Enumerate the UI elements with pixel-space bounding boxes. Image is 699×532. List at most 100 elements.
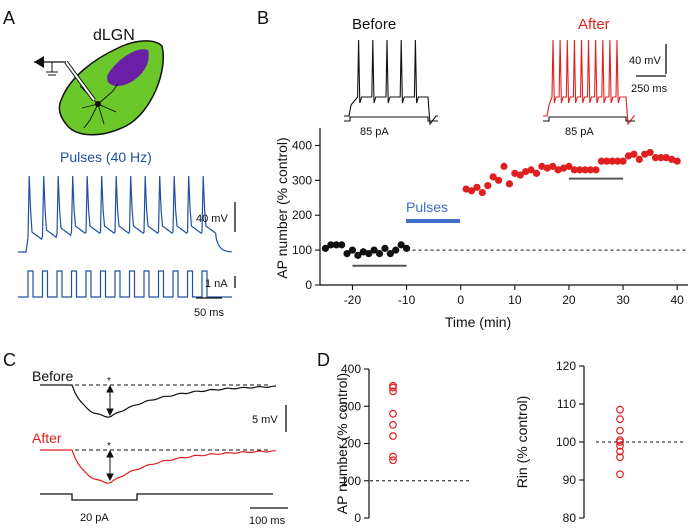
timecourse-point-before: [354, 251, 362, 259]
timecourse-point-after: [467, 187, 476, 195]
timecourse-y-tick-label: 0: [305, 278, 312, 292]
ap_number-point: [389, 387, 397, 396]
timecourse-point-after: [473, 183, 481, 191]
ap_number-y-tick-label: 300: [341, 399, 361, 413]
timecourse-point-after: [511, 169, 519, 177]
timecourse-point-after: [543, 164, 551, 172]
ap_number-point: [389, 383, 397, 392]
ap_number-y-label: AP number (% control): [334, 373, 350, 514]
rin-y-tick-label: 110: [557, 397, 576, 411]
c-current-step: [40, 493, 273, 501]
ap_number-y-tick-label: 400: [341, 362, 361, 376]
ap_number-point: [389, 452, 397, 461]
ap_number-y-tick-label: 100: [341, 474, 361, 488]
rin-point: [616, 438, 624, 446]
c-after-asterisk: *: [107, 441, 111, 452]
b-voltage-scale-label: 40 mV: [629, 55, 661, 67]
ap_number-point: [389, 456, 397, 465]
rin-y-tick-label: 80: [563, 511, 577, 525]
pulses-40hz-label: Pulses (40 Hz): [60, 149, 152, 165]
rin-point: [616, 415, 624, 424]
timecourse-y-tick-label: 300: [292, 173, 312, 187]
timecourse-point-after: [576, 166, 584, 174]
panel-b-letter: B: [257, 8, 269, 28]
c-after-label: After: [32, 430, 62, 446]
after-voltage-trace: [543, 39, 635, 126]
timecourse-point-after: [532, 169, 541, 177]
ap_number-point: [389, 420, 397, 429]
timecourse-point-after: [624, 152, 633, 160]
timecourse-y-label: AP number (% control): [274, 137, 290, 278]
timecourse-point-after: [489, 173, 497, 181]
timecourse-point-before: [386, 250, 394, 258]
b-before-label: Before: [352, 16, 396, 33]
rin-point: [616, 405, 624, 414]
pulses-bar-label: Pulses: [406, 199, 448, 215]
c-time-scale-label: 100 ms: [249, 515, 286, 527]
b-before-current-label: 85 pA: [360, 126, 389, 138]
timecourse-point-after: [635, 155, 643, 163]
before-current-step: [344, 116, 438, 122]
b-after-label: After: [578, 16, 610, 33]
timecourse-point-before: [321, 244, 330, 252]
rin-point: [616, 426, 624, 435]
timecourse-x-tick-label: -20: [344, 293, 362, 307]
ap_number-point: [389, 409, 397, 418]
pulse-train-voltage-trace: [18, 175, 233, 253]
timecourse-point-before: [375, 250, 384, 258]
a-time-scale-label: 50 ms: [194, 307, 224, 319]
timecourse-x-tick-label: 10: [508, 293, 522, 307]
timecourse-point-before: [392, 246, 400, 254]
timecourse-point-after: [597, 157, 606, 165]
rin-point: [616, 441, 624, 450]
timecourse-y-tick-label: 200: [292, 208, 312, 222]
timecourse-point-after: [641, 150, 649, 158]
timecourse-point-after: [484, 181, 492, 190]
timecourse-point-before: [338, 241, 346, 249]
timecourse-point-before: [402, 244, 411, 252]
rin-y-tick-label: 120: [556, 359, 576, 373]
timecourse-point-after: [657, 154, 665, 162]
b-time-scale-label: 250 ms: [631, 83, 668, 95]
timecourse-point-after: [662, 154, 670, 162]
ap_number-y-tick-label: 200: [341, 437, 361, 451]
dlgn-core: [107, 49, 149, 86]
c-current-label: 20 pA: [80, 512, 109, 524]
c-voltage-scale-label: 5 mV: [252, 414, 278, 426]
rin-y-tick-label: 100: [556, 435, 576, 449]
timecourse-point-before: [397, 241, 405, 249]
timecourse-x-tick-label: -10: [398, 293, 416, 307]
rin-point: [616, 453, 624, 462]
panel-a-letter: A: [3, 8, 15, 28]
pulse-train-current-trace: [18, 270, 232, 298]
timecourse-point-after: [619, 157, 627, 165]
timecourse-point-before: [365, 250, 373, 258]
timecourse-point-after: [592, 166, 600, 174]
timecourse-point-after: [630, 150, 638, 158]
c-before-label: Before: [32, 368, 73, 384]
timecourse-point-after: [614, 157, 622, 165]
a-voltage-scale-label: 40 mV: [196, 213, 228, 225]
timecourse-point-after: [668, 155, 676, 163]
rin-chart: 80 90 100 110 120 Rin (% control): [514, 359, 684, 525]
timecourse-point-after: [505, 180, 514, 188]
timecourse-x-tick-label: 0: [457, 293, 464, 307]
timecourse-point-after: [522, 168, 530, 176]
timecourse-x-tick-label: 20: [562, 293, 576, 307]
timecourse-point-before: [359, 248, 367, 256]
after-current-step: [543, 116, 635, 122]
ap_number-point: [389, 432, 397, 440]
timecourse-y-tick-label: 100: [292, 243, 312, 257]
timecourse-point-after: [570, 166, 578, 174]
rin-y-tick-label: 90: [563, 473, 577, 487]
timecourse-point-after: [554, 166, 562, 174]
amplifier-triangle-icon: [34, 56, 44, 68]
timecourse-point-after: [586, 166, 595, 174]
timecourse-point-after: [462, 185, 470, 193]
timecourse-point-after: [549, 162, 557, 170]
timecourse-point-after: [538, 162, 546, 170]
timecourse-point-after: [494, 176, 503, 184]
